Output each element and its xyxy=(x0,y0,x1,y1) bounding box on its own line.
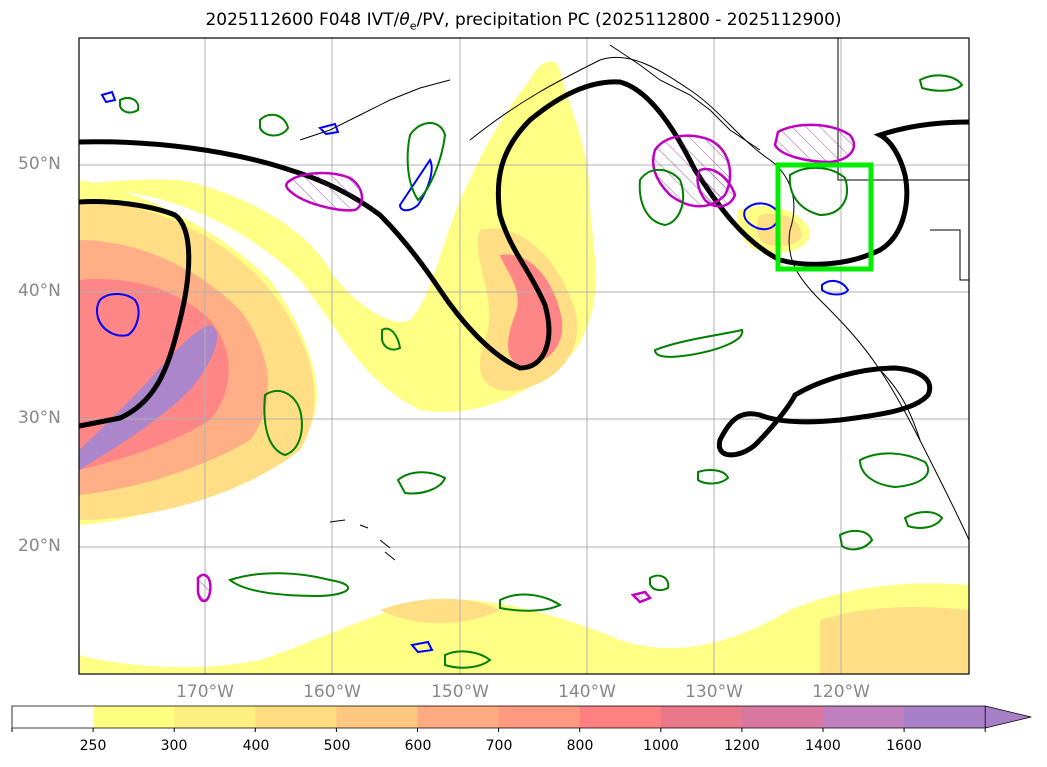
lat-label-50: 50°N xyxy=(18,154,61,174)
green-contour-18 xyxy=(918,74,964,92)
plot-area xyxy=(79,38,969,674)
pv-contour-north xyxy=(79,79,969,371)
lon-label-120w: 120°W xyxy=(812,682,870,702)
green-contour-1 xyxy=(259,113,290,137)
mainland-border xyxy=(837,38,969,281)
green-contour-15 xyxy=(649,574,670,592)
green-contour-12 xyxy=(838,529,874,551)
green-contour-4 xyxy=(788,166,848,217)
green-contour-10 xyxy=(858,452,930,489)
colorbar-segment xyxy=(498,706,581,728)
lon-label-140w: 140°W xyxy=(558,682,616,702)
colorbar-tick-label: 800 xyxy=(566,738,594,754)
theta-e-contours xyxy=(95,90,850,654)
lon-label-160w: 160°W xyxy=(303,682,361,702)
colorbar-tick-label: 1000 xyxy=(643,738,679,754)
colorbar-tick-label: 400 xyxy=(242,738,270,754)
pv-contours xyxy=(79,79,969,458)
colorbar-extend-arrow xyxy=(984,705,1032,729)
colorbar-segment xyxy=(93,706,175,728)
green-contour-8 xyxy=(227,572,350,598)
magenta-contour-e xyxy=(196,573,212,603)
baja xyxy=(879,369,921,441)
ivt-south-blob xyxy=(380,598,500,624)
colorbar-segment xyxy=(12,706,94,728)
colorbar-segment xyxy=(660,706,743,728)
highlight-region-box xyxy=(775,162,874,272)
hawaii-islands xyxy=(329,519,396,561)
colorbar-tick-label: 250 xyxy=(79,738,107,754)
lon-label-130w: 130°W xyxy=(685,682,743,702)
green-contour-16 xyxy=(697,469,730,485)
green-contour-3 xyxy=(638,168,685,227)
plot-frame xyxy=(78,37,970,675)
green-contour-9 xyxy=(444,650,492,669)
ivt-south-250 xyxy=(79,583,969,674)
lon-label-170w: 170°W xyxy=(176,682,234,702)
blue-contour-pacific xyxy=(95,293,140,337)
precip-contours xyxy=(119,74,964,669)
colorbar-tick-label: 1200 xyxy=(724,738,760,754)
alaska-coast xyxy=(469,56,969,541)
magenta-contour-c xyxy=(696,167,737,208)
colorbar-tick-label: 1600 xyxy=(886,738,922,754)
bc-islands xyxy=(609,44,761,151)
lat-label-40: 40°N xyxy=(18,281,61,301)
ivt-south-300 xyxy=(820,607,969,674)
colorbar-tick-label: 600 xyxy=(404,738,432,754)
magenta-contour-a xyxy=(285,171,364,212)
colorbar-segment xyxy=(417,706,500,728)
green-contour-6 xyxy=(263,390,303,457)
magenta-contour-d xyxy=(773,123,856,164)
blue-contour-coast xyxy=(743,202,780,231)
chart-title: 2025112600 F048 IVT/θe/PV, precipitation… xyxy=(205,10,842,33)
green-contour-2 xyxy=(406,122,447,202)
green-contour-14 xyxy=(499,593,563,612)
colorbar-tick-label: 300 xyxy=(160,738,188,754)
lon-label-150w: 150°W xyxy=(431,682,489,702)
blue-contour-top xyxy=(100,90,340,136)
green-contour-11 xyxy=(903,511,944,529)
colorbar-tick-label: 1400 xyxy=(805,738,841,754)
ivt-anomaly-contours xyxy=(196,123,856,604)
lat-label-20: 20°N xyxy=(18,536,61,556)
colorbar xyxy=(11,705,1032,732)
colorbar-tick-label: 700 xyxy=(485,738,513,754)
colorbar-segment xyxy=(741,706,824,728)
colorbar-tick-label: 500 xyxy=(323,738,351,754)
pv-contour-west-loop xyxy=(79,199,192,429)
blue-contour-north xyxy=(398,158,433,212)
blue-contour-small xyxy=(410,640,434,654)
green-contour-7 xyxy=(396,471,447,495)
blue-contour-sierra xyxy=(821,279,850,296)
colorbar-segment xyxy=(823,706,905,728)
colorbar-segment xyxy=(579,706,662,728)
green-contour-5 xyxy=(653,328,744,358)
colorbar-segment xyxy=(255,706,337,728)
pv-contour-south-loop xyxy=(716,365,933,458)
colorbar-segment xyxy=(904,706,986,728)
colorbar-segment xyxy=(174,706,256,728)
green-contour-17 xyxy=(119,97,140,114)
magenta-contour-f xyxy=(630,590,653,604)
lat-label-30: 30°N xyxy=(18,408,61,428)
colorbar-segment xyxy=(336,706,418,728)
green-contour-13 xyxy=(381,327,402,351)
